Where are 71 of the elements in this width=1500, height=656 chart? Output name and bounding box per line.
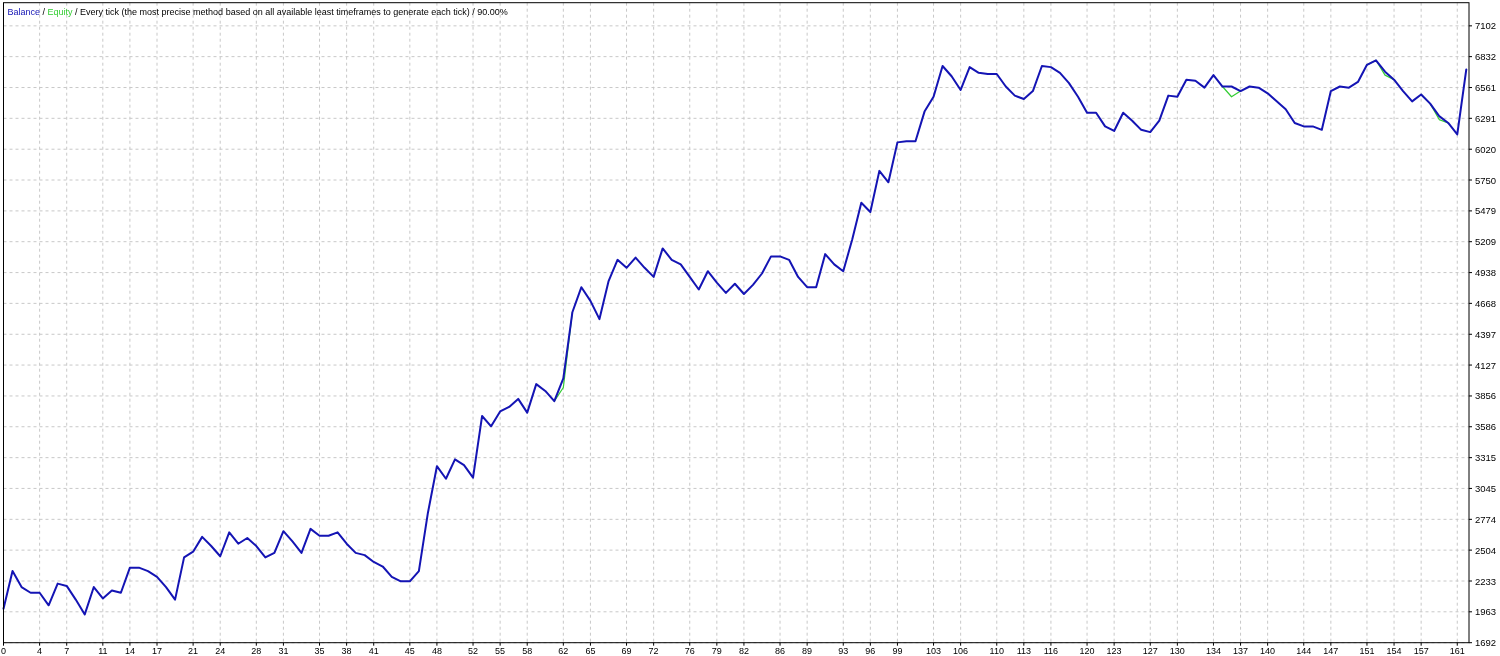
y-tick-label: 6561 [1475, 82, 1497, 94]
x-tick-label: 130 [1169, 646, 1185, 656]
y-tick-label: 4668 [1475, 297, 1497, 309]
x-tick-label: 134 [1205, 646, 1221, 656]
x-tick-label: 31 [278, 646, 289, 656]
x-tick-label: 96 [865, 646, 876, 656]
y-tick-label: 4397 [1475, 328, 1497, 340]
y-tick-label: 4938 [1475, 267, 1497, 279]
x-tick-label: 52 [468, 646, 479, 656]
x-tick-label: 110 [989, 646, 1004, 656]
x-tick-label: 62 [558, 646, 569, 656]
x-tick-label: 161 [1449, 646, 1465, 656]
y-tick-label: 4127 [1475, 359, 1497, 371]
x-tick-label: 140 [1260, 646, 1276, 656]
y-tick-label: 3586 [1475, 421, 1497, 433]
y-tick-label: 5750 [1475, 174, 1497, 186]
y-tick-label: 6832 [1475, 51, 1497, 63]
y-tick-label: 1692 [1475, 637, 1497, 649]
line-series [2, 59, 1468, 616]
x-tick-label: 48 [431, 646, 442, 656]
y-tick-label: 2233 [1475, 575, 1497, 587]
y-tick-label: 6020 [1475, 143, 1497, 155]
x-tick-label: 65 [585, 646, 596, 656]
x-tick-label: 151 [1359, 646, 1375, 656]
x-tick-label: 106 [953, 646, 969, 656]
chart-title: Balance / Equity / Every tick (the most precise method based on all available least timeframes to generate each tick) / 90.00% [7, 6, 508, 17]
x-tick-label: 154 [1386, 646, 1402, 656]
x-tick-label: 7 [64, 646, 70, 656]
x-tick-label: 93 [838, 646, 849, 656]
y-tick-label: 7102 [1475, 20, 1497, 32]
x-tick-label: 79 [711, 646, 722, 656]
x-tick-label: 69 [621, 646, 632, 656]
x-tick-label: 89 [802, 646, 813, 656]
y-tick-label: 5479 [1475, 205, 1497, 217]
x-tick-label: 120 [1079, 646, 1095, 656]
x-tick-label: 116 [1043, 646, 1059, 656]
x-tick-label: 99 [892, 646, 903, 656]
y-tick-label: 1963 [1475, 606, 1497, 618]
x-tick-label: 0 [0, 646, 7, 656]
x-tick-label: 4 [37, 646, 43, 656]
x-tick-label: 86 [775, 646, 786, 656]
x-tick-label: 11 [98, 646, 108, 656]
x-tick-label: 41 [368, 646, 379, 656]
x-tick-label: 17 [151, 646, 163, 656]
y-tick-label: 2504 [1475, 544, 1497, 556]
x-tick-label: 72 [648, 646, 659, 656]
x-tick-label: 82 [738, 646, 749, 656]
y-tick-label: 3315 [1475, 452, 1497, 464]
x-tick-label: 144 [1296, 646, 1312, 656]
x-tick-label: 21 [188, 646, 199, 656]
x-tick-label: 24 [215, 646, 226, 656]
x-tick-label: 103 [926, 646, 942, 656]
x-tick-label: 45 [404, 646, 415, 656]
x-tick-label: 157 [1413, 646, 1429, 656]
x-tick-label: 28 [251, 646, 262, 656]
x-tick-label: 35 [314, 646, 325, 656]
y-tick-label: 6291 [1475, 112, 1497, 124]
x-tick-label: 55 [495, 646, 506, 656]
x-tick-label: 38 [341, 646, 352, 656]
x-tick-label: 58 [522, 646, 533, 656]
y-tick-label: 3045 [1475, 482, 1497, 494]
x-tick-label: 76 [684, 646, 695, 656]
x-tick-label: 14 [124, 646, 135, 656]
y-tick-label: 3856 [1475, 390, 1497, 402]
y-tick-label: 5209 [1475, 236, 1497, 248]
x-tick-label: 127 [1142, 646, 1158, 656]
x-tick-label: 123 [1106, 646, 1122, 656]
x-tick-label: 147 [1323, 646, 1339, 656]
x-tick-label: 137 [1233, 646, 1249, 656]
y-tick-label: 2774 [1475, 513, 1497, 525]
x-tick-label: 113 [1016, 646, 1032, 656]
